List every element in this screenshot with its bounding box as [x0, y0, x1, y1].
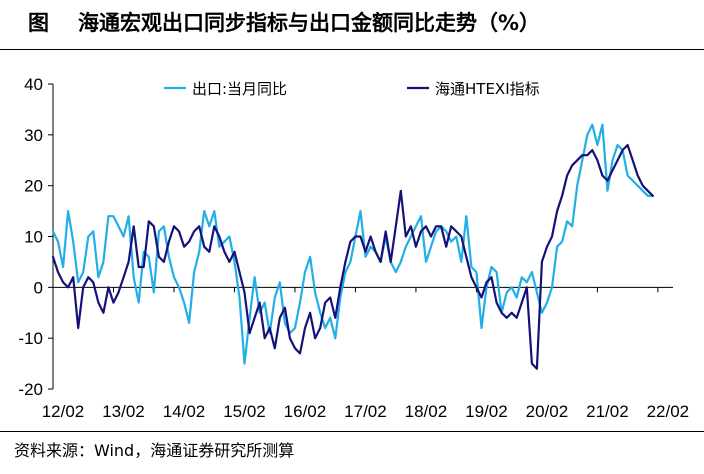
top-divider	[0, 49, 704, 50]
series-line-2	[51, 143, 654, 370]
x-tick-label: 21/02	[586, 402, 629, 421]
source-note: 资料来源：Wind，海通证券研究所测算	[14, 441, 295, 460]
legend-label-2: 海通HTEXI指标	[435, 80, 540, 98]
chart-title-bar: 图 海通宏观出口同步指标与出口金额同比走势（%）	[0, 0, 704, 46]
chart-title: 海通宏观出口同步指标与出口金额同比走势（%）	[78, 11, 541, 35]
x-tick-label: 12/02	[42, 402, 85, 421]
y-tick-label: 40	[24, 75, 43, 94]
y-tick-label: 0	[34, 278, 43, 297]
y-tick-label: 20	[24, 177, 43, 196]
figure-label: 图	[28, 11, 49, 35]
x-tick-label: 20/02	[526, 402, 569, 421]
x-tick-label: 14/02	[163, 402, 206, 421]
x-tick-label: 15/02	[223, 402, 266, 421]
y-tick-label: -10	[18, 329, 43, 348]
y-tick-label: -20	[18, 380, 43, 399]
y-tick-label: 30	[24, 126, 43, 145]
bottom-divider	[0, 431, 704, 432]
x-tick-label: 13/02	[102, 402, 145, 421]
x-tick-label: 18/02	[405, 402, 448, 421]
x-tick-label: 19/02	[465, 402, 508, 421]
legend-label-1: 出口:当月同比	[192, 80, 287, 98]
x-tick-label: 17/02	[344, 402, 387, 421]
series-line-1	[51, 123, 654, 365]
x-tick-label: 22/02	[647, 402, 690, 421]
y-tick-label: 10	[24, 228, 43, 247]
x-tick-label: 16/02	[284, 402, 327, 421]
